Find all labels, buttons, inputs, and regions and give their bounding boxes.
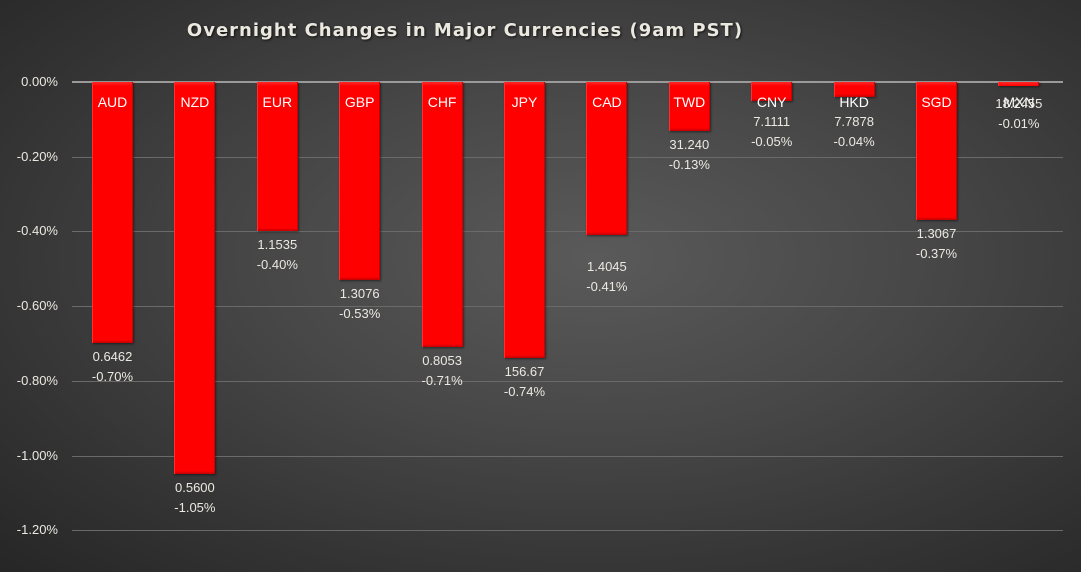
data-label: 1.4045 -0.41% [567,257,647,297]
y-tick-label: -1.20% [16,522,58,538]
data-label: 156.67 -0.74% [485,362,565,402]
zero-axis-line [72,81,1063,83]
data-label: 1.1535 -0.40% [237,235,317,275]
percent-change: -0.37% [915,246,958,262]
percent-change: -0.74% [503,384,546,400]
rate-value: 1.3076 [339,285,380,301]
rate-value: 156.67 [504,364,545,380]
gridline [72,156,1063,158]
percent-change: -0.13% [668,156,710,172]
rate-value: 31.240 [669,136,710,152]
bar-twd [668,82,710,131]
bar-cny [751,82,793,101]
category-label: MXN [1003,94,1035,110]
category-label: TWD [673,94,706,110]
rate-value: 1.4045 [587,259,627,274]
chart-title: Overnight Changes in Major Currencies (9… [186,20,744,41]
data-label: 18.2455 -0.01% [979,94,1059,134]
y-tick-label: -0.20% [16,148,58,164]
percent-change: -0.01% [998,116,1040,131]
data-label: 7.1111 -0.05% [732,112,812,152]
data-label: 0.5600 -1.05% [155,478,235,518]
y-tick-label: -0.40% [16,223,58,239]
gridline [72,231,1063,233]
y-tick-label: -0.80% [16,372,58,388]
data-label: 1.3076 -0.53% [320,284,400,324]
data-label: 0.6462 -0.70% [73,347,153,387]
category-label: AUD [97,94,128,110]
gridline [72,380,1063,382]
bar-chf [421,82,463,348]
bar-aud [92,82,133,344]
rate-value: 0.8053 [422,353,462,369]
bar-eur [256,82,298,232]
category-label: EUR [262,94,293,110]
bar-gbp [339,82,381,280]
rate-value: 0.5600 [175,480,215,496]
category-label: CNY [756,94,787,110]
y-tick-label: -0.60% [16,298,58,314]
y-tick-label: 0.00% [21,74,58,89]
percent-change: -0.40% [256,257,298,273]
percent-change: -0.53% [339,305,381,321]
data-label: 1.3067 -0.37% [897,224,977,264]
bar-cad [586,82,628,236]
data-label: 31.240 -0.13% [649,135,729,175]
bar-hkd [833,82,875,97]
rate-value: 7.1111 [753,114,791,129]
gridline [72,306,1063,308]
category-label: SGD [921,94,952,110]
category-label: JPY [511,94,538,110]
bar-nzd [174,82,216,475]
bar-mxn [998,82,1040,86]
percent-change: -0.04% [833,134,875,149]
gridline [72,530,1063,532]
category-label: CHF [427,94,457,110]
category-label: GBP [344,94,375,110]
percent-change: -1.05% [174,500,216,516]
percent-change: -0.71% [421,373,463,389]
rate-value: 7.7878 [834,114,874,129]
rate-value: 1.1535 [257,237,298,253]
rate-value: 18.2455 [995,96,1043,111]
category-label: NZD [180,94,210,110]
bar-sgd [916,82,957,221]
rate-value: 1.3067 [916,226,957,242]
rate-value: 0.6462 [92,349,133,365]
category-label: CAD [592,94,622,110]
y-tick-label: -1.00% [16,447,58,463]
percent-change: -0.05% [751,134,793,149]
percent-change: -0.41% [586,279,628,294]
gridline [72,455,1063,457]
percent-change: -0.70% [91,369,134,385]
data-label: 0.8053 -0.71% [402,351,482,391]
category-label: HKD [839,94,869,110]
bar-jpy [504,82,545,359]
data-label: 7.7878 -0.04% [814,112,894,152]
